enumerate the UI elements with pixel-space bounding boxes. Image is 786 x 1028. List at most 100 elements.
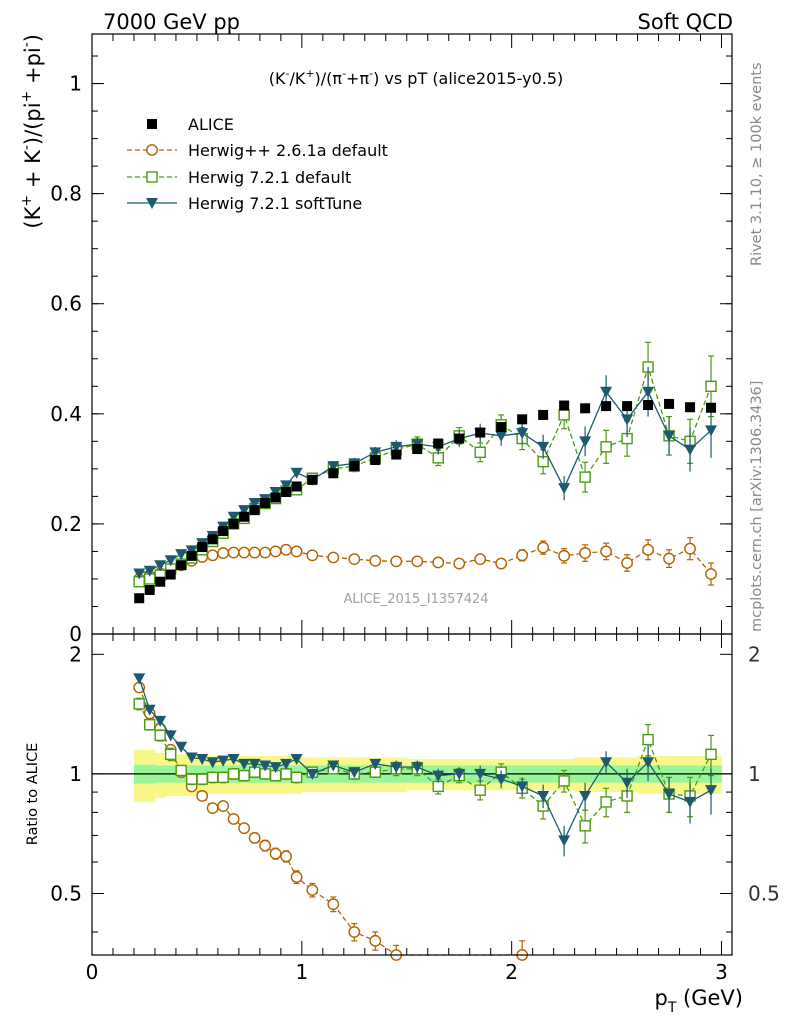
ratio-point-softtune [642,757,655,769]
xlabel-part-a-sub: T [667,1000,677,1016]
ratio-point-herwig721 [558,775,570,787]
main-point-herwig261 [306,549,319,562]
main-point-herwig261 [227,546,240,559]
main-ytick-label: 0 [69,622,82,646]
ratio-point-herwig721 [164,748,177,761]
legend-label-softtune: Herwig 7.2.1 softTune [188,194,362,213]
main-point-herwig261 [238,546,251,559]
main-point-softtune [621,414,634,426]
main-point-softtune [537,441,550,453]
main-point-herwig261 [290,545,303,558]
main-point-herwig261 [390,555,403,568]
main-point-alice [496,422,507,433]
main-point-softtune [227,511,240,523]
title-part-d-sup: - [369,67,373,80]
ratio-point-softtune [154,715,167,727]
ratio-point-herwig261 [248,832,261,844]
main-point-alice [685,402,696,413]
main-point-softtune [280,480,293,492]
ratio-point-softtune [432,770,445,782]
main-point-alice [706,402,717,413]
main-point-herwig261 [600,545,612,558]
ratio-y-axis-label: Ratio to ALICE [25,743,41,846]
main-point-alice [228,518,239,529]
ratio-point-softtune [238,758,251,770]
legend-marker-herwig721 [146,171,158,183]
main-point-alice [281,486,292,497]
ratio-point-herwig721 [432,780,444,793]
main-point-herwig261 [369,554,382,567]
main-panel-data [133,341,718,604]
ratio-point-herwig721 [144,718,156,731]
ratio-point-herwig261 [238,822,251,835]
legend-marker-softtune [146,198,158,209]
main-point-herwig261 [474,553,487,566]
main-point-alice [144,584,155,595]
title-part-b: /K [289,69,305,88]
main-point-alice [207,534,218,545]
ratio-point-softtune [705,785,718,797]
ratio-point-herwig261 [206,802,219,815]
main-point-alice [291,481,302,492]
main-point-alice [475,427,486,438]
legend-label-herwig721: Herwig 7.2.1 default [188,168,351,187]
title-part-a-sup: - [285,67,289,80]
main-point-softtune [143,565,156,577]
axes: 0 0.2 0.4 0.6 0.8 1 0 1 2 3 0.5 0.5 1 1 2 2 [50,33,780,984]
ylabel-part-c: )/(pi [21,102,45,145]
ratio-point-herwig721 [600,796,612,808]
title-part-e: ) vs pT (alice2015-y0.5) [373,69,563,88]
ratio-point-herwig721 [185,773,198,785]
main-point-herwig261 [259,546,272,559]
ratio-panel-data [133,673,718,961]
ratio-point-softtune [348,767,361,779]
legend-label-herwig261: Herwig++ 2.6.1a default [188,141,388,160]
main-point-alice [165,569,176,580]
main-point-herwig261 [269,545,282,558]
main-point-softtune [684,444,697,456]
ratio-point-herwig721 [280,768,292,780]
ratio-point-herwig261 [259,839,272,852]
main-point-alice [391,449,402,460]
main-point-alice [239,511,250,522]
main-point-herwig261 [663,552,675,565]
main-point-herwig721 [558,409,570,421]
main-point-softtune [705,425,718,437]
main-point-herwig261 [348,553,361,566]
main-point-softtune [290,467,303,479]
ratio-point-herwig721 [175,764,187,777]
main-point-softtune [369,447,382,459]
ratio-point-herwig261 [196,790,209,802]
energy-label: 7000 GeV pp [103,10,240,34]
main-point-alice [218,526,229,537]
main-point-softtune [248,497,261,509]
ylabel-part-b: + K [21,149,45,195]
ratio-point-softtune [390,762,403,774]
main-point-alice [349,461,360,472]
main-point-alice [601,401,612,412]
main-point-alice [134,593,145,604]
main-point-alice [412,444,423,455]
ratio-point-herwig721 [642,733,654,746]
main-point-herwig261 [327,551,340,564]
main-point-alice [249,505,260,516]
main-point-alice [643,400,654,411]
ratio-point-herwig721 [579,820,591,832]
ylabel-part-d: +pi [21,47,45,90]
ratio-ytick-label-right: 2 [748,642,761,666]
main-point-herwig261 [432,556,445,569]
ratio-point-softtune [269,762,282,774]
main-point-alice [538,409,549,420]
main-point-alice [559,400,570,411]
ratio-point-herwig721 [227,768,240,780]
ratio-point-softtune [621,777,634,789]
main-point-herwig261 [684,542,696,555]
main-point-herwig261 [579,547,592,559]
main-point-alice [580,403,591,414]
main-point-softtune [175,549,188,561]
ratio-point-softtune [369,758,382,770]
main-ytick-label: 1 [69,72,82,96]
main-point-herwig261 [248,546,261,559]
